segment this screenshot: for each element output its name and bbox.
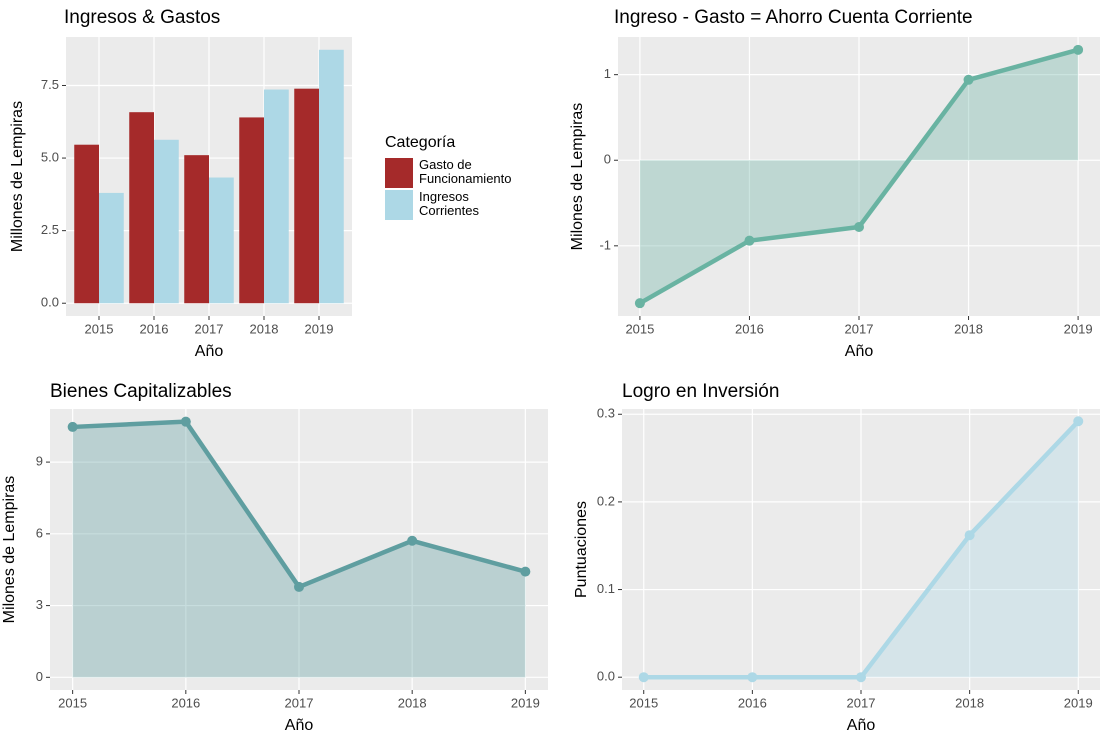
x-axis-label: Año <box>845 343 874 360</box>
area <box>643 421 1079 678</box>
point <box>67 421 78 432</box>
bar <box>99 192 124 304</box>
y-tick-label: 7.5 <box>41 77 59 92</box>
x-tick-label: 2019 <box>305 321 334 336</box>
x-tick-label: 2015 <box>85 321 114 336</box>
x-tick-label: 2017 <box>195 321 224 336</box>
bar <box>154 139 179 304</box>
x-tick-label: 2015 <box>629 695 658 710</box>
bar <box>184 155 209 304</box>
x-tick-label: 2019 <box>1064 321 1093 336</box>
point <box>634 298 645 309</box>
y-tick-label: 0.0 <box>597 669 615 684</box>
bar <box>239 117 264 304</box>
bar <box>129 112 154 304</box>
x-tick-label: 2015 <box>625 321 654 336</box>
x-tick-label: 2016 <box>140 321 169 336</box>
y-tick-label: 0.0 <box>41 295 59 310</box>
y-tick-label: 0.2 <box>597 493 615 508</box>
point <box>856 672 866 683</box>
legend-label: Gasto de Funcionamiento <box>419 157 512 186</box>
chart-title: Ingresos & Gastos <box>64 7 220 28</box>
point <box>294 581 304 592</box>
y-tick-label: 0 <box>604 152 611 167</box>
point <box>963 74 974 85</box>
x-tick-label: 2016 <box>735 321 764 336</box>
y-tick-label: 3 <box>36 597 43 612</box>
point <box>964 530 975 541</box>
y-tick-label: 0.3 <box>597 406 615 421</box>
y-axis-label: Milones de Lempiras <box>1 476 18 624</box>
y-tick-label: 5.0 <box>41 150 59 165</box>
y-tick-label: 1 <box>604 66 611 81</box>
y-axis-label: Millones de Lempiras <box>9 101 26 252</box>
y-tick-label: 0 <box>36 669 43 684</box>
x-tick-label: 2018 <box>250 321 279 336</box>
point <box>180 416 191 427</box>
legend-swatch <box>385 190 413 220</box>
area <box>72 421 526 678</box>
chart-title: Bienes Capitalizables <box>50 381 232 402</box>
x-tick-label: 2018 <box>955 695 984 710</box>
x-tick-label: 2016 <box>738 695 767 710</box>
y-tick-label: 9 <box>36 454 43 469</box>
point <box>744 235 755 246</box>
x-axis-label: Año <box>195 343 224 360</box>
point <box>520 566 531 577</box>
y-axis-label: Milones de Lempiras <box>569 103 586 251</box>
point <box>407 535 418 546</box>
bar <box>74 144 99 304</box>
y-tick-label: -1 <box>599 237 611 252</box>
bar <box>264 89 289 304</box>
x-tick-label: 2016 <box>171 695 200 710</box>
legend-title: Categoría <box>385 134 455 151</box>
legend-label: Ingresos Corrientes <box>419 189 479 218</box>
x-tick-label: 2019 <box>1064 695 1093 710</box>
y-tick-label: 2.5 <box>41 222 59 237</box>
x-tick-label: 2018 <box>954 321 983 336</box>
x-tick-label: 2015 <box>58 695 87 710</box>
x-tick-label: 2017 <box>845 321 874 336</box>
chart-title: Ingreso - Gasto = Ahorro Cuenta Corrient… <box>614 7 973 28</box>
bar <box>319 49 344 304</box>
point <box>1073 44 1084 55</box>
point <box>747 672 758 683</box>
x-axis-label: Año <box>285 717 314 734</box>
x-axis-label: Año <box>847 717 876 734</box>
bar <box>209 177 234 304</box>
legend-swatch <box>385 158 413 188</box>
bar <box>294 88 319 304</box>
point <box>854 221 864 232</box>
x-tick-label: 2018 <box>398 695 427 710</box>
y-tick-label: 0.1 <box>597 581 615 596</box>
chart-title: Logro en Inversión <box>622 381 779 402</box>
y-tick-label: 6 <box>36 525 43 540</box>
x-tick-label: 2019 <box>511 695 540 710</box>
x-tick-label: 2017 <box>285 695 314 710</box>
x-tick-label: 2017 <box>847 695 876 710</box>
y-axis-label: Puntuaciones <box>573 501 590 598</box>
point <box>638 672 649 683</box>
point <box>1073 416 1084 427</box>
